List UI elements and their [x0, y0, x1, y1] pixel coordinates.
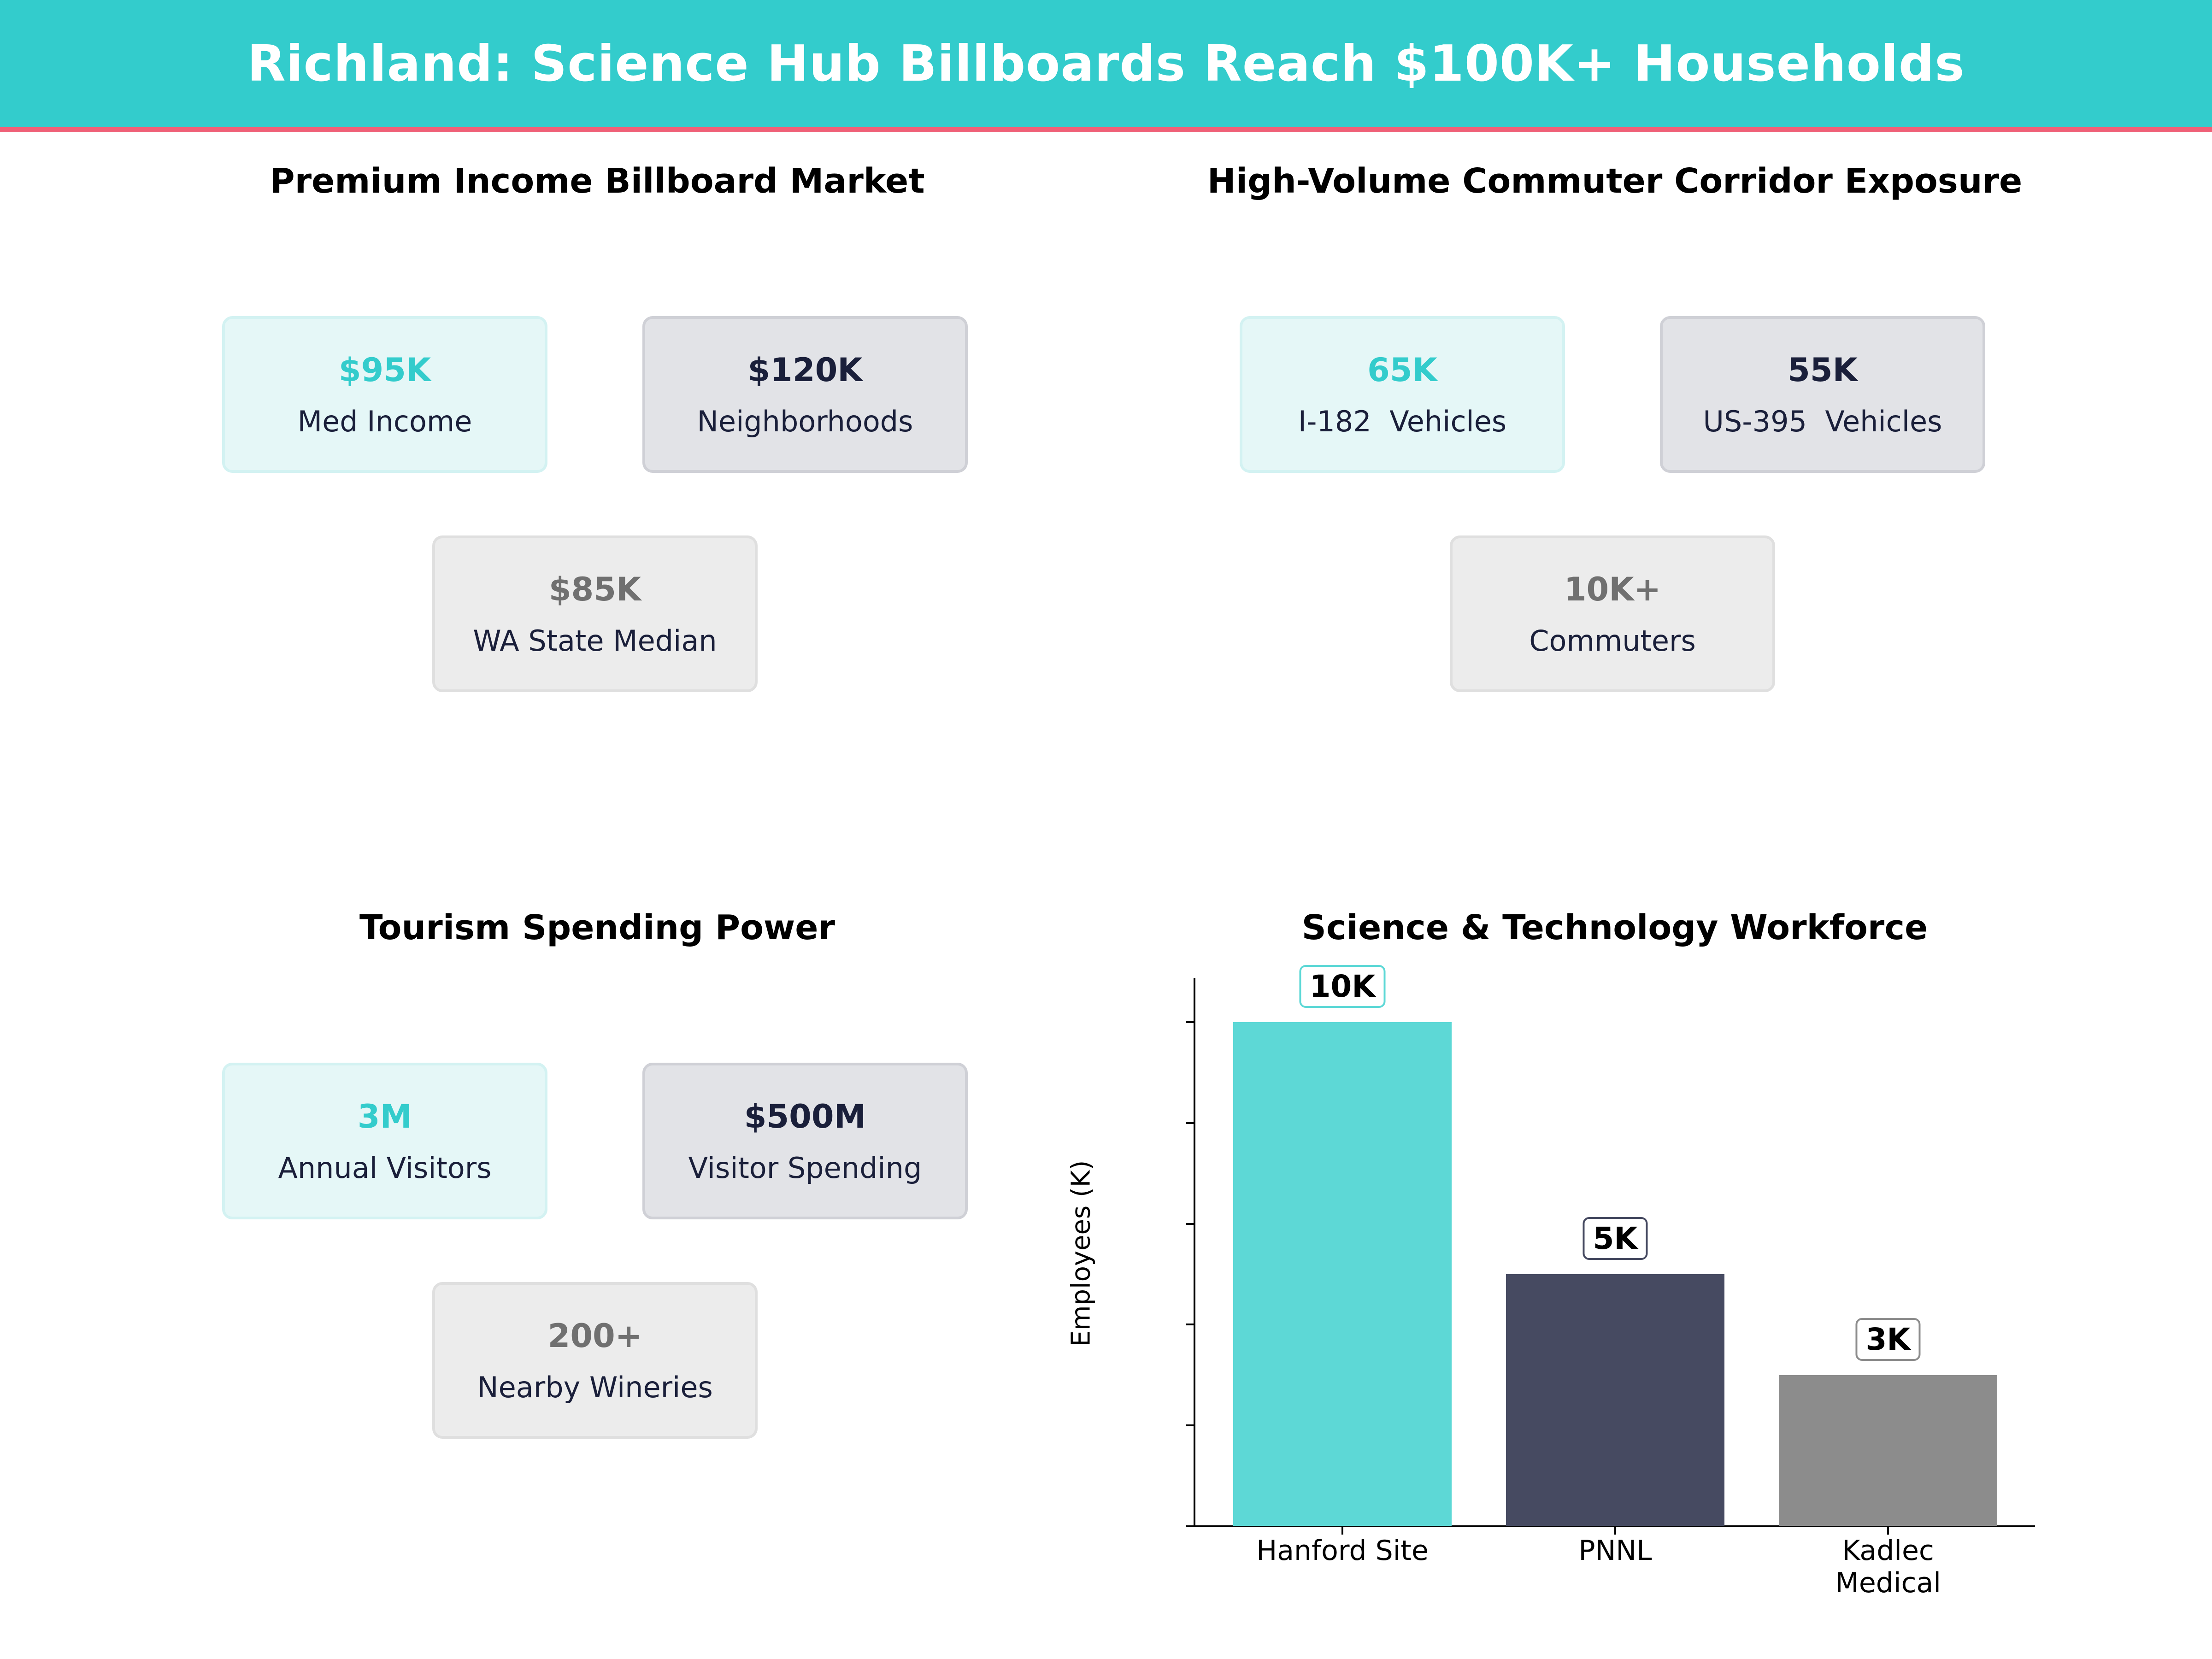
- stat-card-commuters: 10K+ Commuters: [1450, 535, 1775, 692]
- stat-label: Med Income: [297, 404, 472, 438]
- stat-label: Nearby Wineries: [477, 1370, 713, 1404]
- stat-label: Commuters: [1529, 624, 1696, 658]
- stat-label: WA State Median: [473, 624, 717, 658]
- y-axis: [1194, 978, 1195, 1527]
- x-tick: [1341, 1527, 1343, 1535]
- income-panel-title: Premium Income Billboard Market: [270, 161, 925, 201]
- header-banner: Richland: Science Hub Billboards Reach $…: [0, 0, 2212, 127]
- data-label-pnnl: 5K: [1583, 1217, 1648, 1260]
- stat-card-i182: 65K I-182 Vehicles: [1240, 316, 1565, 473]
- stat-label: I-182 Vehicles: [1298, 404, 1507, 438]
- stat-card-visitor-spending: $500M Visitor Spending: [642, 1063, 968, 1219]
- y-tick: [1186, 1223, 1194, 1225]
- bar-pnnl: [1506, 1274, 1724, 1526]
- stat-value: $500M: [744, 1097, 866, 1135]
- stat-value: 10K+: [1564, 570, 1661, 608]
- y-tick: [1186, 1122, 1194, 1124]
- x-tick-label: Hanford Site: [1256, 1535, 1429, 1567]
- stat-value: $95K: [338, 351, 431, 389]
- data-label-kadlec: 3K: [1855, 1318, 1921, 1361]
- bar-kadlec-medical: [1779, 1375, 1997, 1526]
- stat-card-wineries: 200+ Nearby Wineries: [432, 1282, 758, 1439]
- page-title: Richland: Science Hub Billboards Reach $…: [247, 35, 1965, 93]
- x-tick: [1614, 1527, 1616, 1535]
- stat-card-us395: 55K US-395 Vehicles: [1660, 316, 1985, 473]
- stat-card-neighborhoods: $120K Neighborhoods: [642, 316, 968, 473]
- y-tick: [1186, 1324, 1194, 1325]
- stat-value: 200+: [547, 1317, 642, 1355]
- tourism-panel-title: Tourism Spending Power: [359, 908, 835, 947]
- stat-card-wa-median: $85K WA State Median: [432, 535, 758, 692]
- x-tick-label: PNNL: [1578, 1535, 1652, 1567]
- stat-label: Annual Visitors: [278, 1151, 492, 1185]
- data-label-hanford: 10K: [1299, 965, 1386, 1008]
- y-tick: [1186, 1424, 1194, 1426]
- header-divider: [0, 127, 2212, 132]
- x-axis: [1194, 1525, 2035, 1527]
- stat-value: 3M: [357, 1097, 412, 1135]
- y-tick: [1186, 1021, 1194, 1023]
- y-tick: [1186, 1525, 1194, 1527]
- bar-hanford-site: [1233, 1022, 1452, 1526]
- stat-value: $120K: [747, 351, 863, 389]
- x-tick-label: Kadlec Medical: [1835, 1535, 1941, 1599]
- x-tick: [1887, 1527, 1889, 1535]
- stat-value: $85K: [548, 570, 641, 608]
- stat-label: Visitor Spending: [688, 1151, 922, 1185]
- stat-value: 55K: [1788, 351, 1858, 389]
- y-axis-label: Employees (K): [1066, 1160, 1096, 1347]
- stat-label: US-395 Vehicles: [1703, 404, 1942, 438]
- commuter-panel-title: High-Volume Commuter Corridor Exposure: [1207, 161, 2023, 201]
- stat-card-med-income: $95K Med Income: [222, 316, 547, 473]
- stat-value: 65K: [1367, 351, 1437, 389]
- stat-card-annual-visitors: 3M Annual Visitors: [222, 1063, 547, 1219]
- stat-label: Neighborhoods: [697, 404, 913, 438]
- workforce-chart-title: Science & Technology Workforce: [1301, 908, 1928, 947]
